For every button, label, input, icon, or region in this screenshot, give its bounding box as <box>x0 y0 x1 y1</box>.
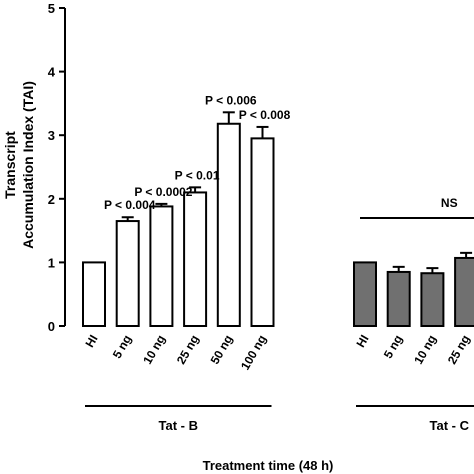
category-label: HI <box>82 333 100 350</box>
y-tick-label: 5 <box>48 1 55 16</box>
category-label: 25 ng <box>445 333 473 367</box>
bar <box>115 220 140 327</box>
bar <box>353 261 377 327</box>
ns-label: NS <box>441 196 458 210</box>
bar <box>420 272 445 328</box>
category-label: 5 ng <box>381 333 405 361</box>
category-label: 100 ng <box>238 333 269 373</box>
bar <box>183 191 208 327</box>
bar <box>216 122 241 327</box>
category-label: 10 ng <box>140 333 168 367</box>
axes: 0 1 2 3 4 5 <box>48 1 474 407</box>
bar <box>386 270 411 328</box>
p-value-label: P < 0.008 <box>239 108 291 122</box>
y-axis-label-line2: Accumulation Index (TAI) <box>20 81 36 249</box>
group-label: Tat - B <box>159 418 198 433</box>
p-value-label: P < 0.004 <box>104 198 156 212</box>
group-label: Tat - C <box>430 418 470 433</box>
category-label: 5 ng <box>110 333 134 361</box>
category-label: 25 ng <box>174 333 202 367</box>
y-tick-label: 4 <box>48 65 56 80</box>
y-tick-label: 0 <box>48 319 55 334</box>
category-label: 10 ng <box>411 333 439 367</box>
bar <box>82 261 106 327</box>
p-value-label: P < 0.006 <box>205 93 257 107</box>
bars <box>82 111 474 328</box>
p-value-label: P < 0.01 <box>175 168 220 182</box>
bar <box>149 205 174 328</box>
p-value-label: P < 0.0002 <box>134 185 192 199</box>
bar <box>250 137 275 327</box>
category-label: HI <box>353 333 371 350</box>
category-label: 50 ng <box>208 333 236 367</box>
y-tick-label: 3 <box>48 128 55 143</box>
y-axis-label-line1: Transcript <box>2 131 18 199</box>
y-tick-label: 1 <box>48 255 55 270</box>
x-axis-label: Treatment time (48 h) <box>203 458 334 473</box>
y-tick-label: 2 <box>48 192 55 207</box>
bar <box>454 256 474 327</box>
